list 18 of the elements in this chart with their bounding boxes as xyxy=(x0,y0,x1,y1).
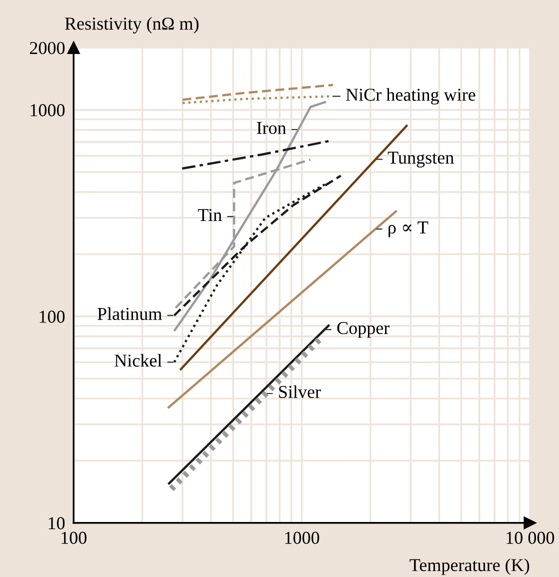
series-label: Silver xyxy=(279,385,321,398)
y-tick-label: 10 xyxy=(48,517,65,530)
series-label: Tin xyxy=(198,208,222,221)
series-label: Iron xyxy=(256,122,286,134)
y-tick-label: 1000 xyxy=(30,104,65,116)
x-tick-label: 1000 xyxy=(285,532,320,544)
series-label: Copper xyxy=(337,322,390,338)
series-label: Nickel xyxy=(114,354,162,367)
y-tick-label: 100 xyxy=(40,310,65,323)
x-tick-label: 10 000 xyxy=(506,532,554,544)
x-tick-label: 100 xyxy=(62,532,86,544)
x-axis-title: Temperature (K) xyxy=(410,558,530,575)
y-axis-title: Resistivity (nΩ m) xyxy=(65,17,198,34)
y-tick-label: 2000 xyxy=(30,42,65,54)
series-label: ρ ∝ T xyxy=(388,222,428,238)
series-label: NiCr heating wire xyxy=(346,88,476,105)
series-label: Platinum xyxy=(98,307,162,320)
series-label: Tungsten xyxy=(388,152,454,168)
